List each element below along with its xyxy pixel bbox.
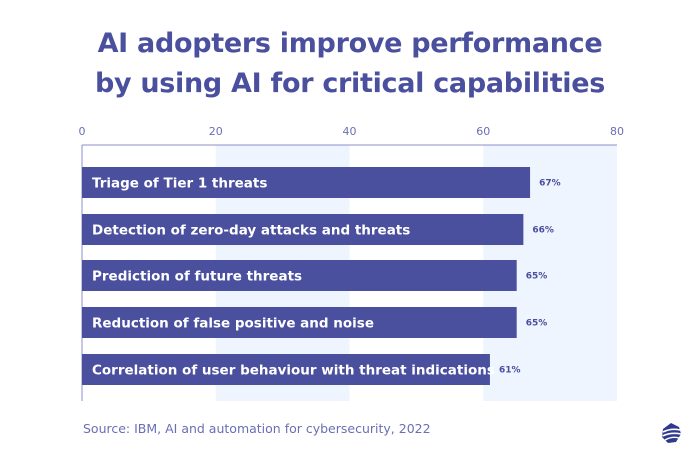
source-note: Source: IBM, AI and automation for cyber… bbox=[83, 421, 431, 436]
bar bbox=[82, 354, 490, 385]
bar-value-label: 61% bbox=[499, 366, 521, 376]
bar bbox=[82, 214, 524, 245]
bar-value-label: 66% bbox=[532, 226, 554, 236]
x-tick-label: 60 bbox=[476, 125, 490, 138]
x-tick-label: 80 bbox=[610, 125, 624, 138]
chart-title-line-1: AI adopters improve performance bbox=[97, 28, 603, 59]
x-tick-label: 20 bbox=[209, 125, 223, 138]
bar-category-label: Detection of zero-day attacks and threat… bbox=[92, 223, 410, 239]
bars: Triage of Tier 1 threats 67% Detection of … bbox=[82, 167, 561, 385]
bar-category-label: Correlation of user behaviour with threa… bbox=[92, 363, 495, 379]
bar-value-label: 67% bbox=[539, 179, 561, 189]
bar-category-label: Reduction of false positive and noise bbox=[92, 316, 374, 332]
bar bbox=[82, 167, 531, 198]
bar bbox=[82, 260, 517, 291]
bar bbox=[82, 307, 517, 338]
bar-value-label: 65% bbox=[526, 272, 548, 282]
x-tick-label: 40 bbox=[343, 125, 357, 138]
chart-title-line-2: by using AI for critical capabilities bbox=[94, 68, 606, 99]
chart-title: AI adopters improve performance by using… bbox=[0, 24, 700, 104]
bar-category-label: Triage of Tier 1 threats bbox=[92, 176, 267, 192]
bar-category-label: Prediction of future threats bbox=[92, 269, 302, 285]
brand-logo-icon bbox=[662, 423, 682, 443]
x-tick-label: 0 bbox=[79, 125, 86, 138]
bar-value-label: 65% bbox=[526, 319, 548, 329]
